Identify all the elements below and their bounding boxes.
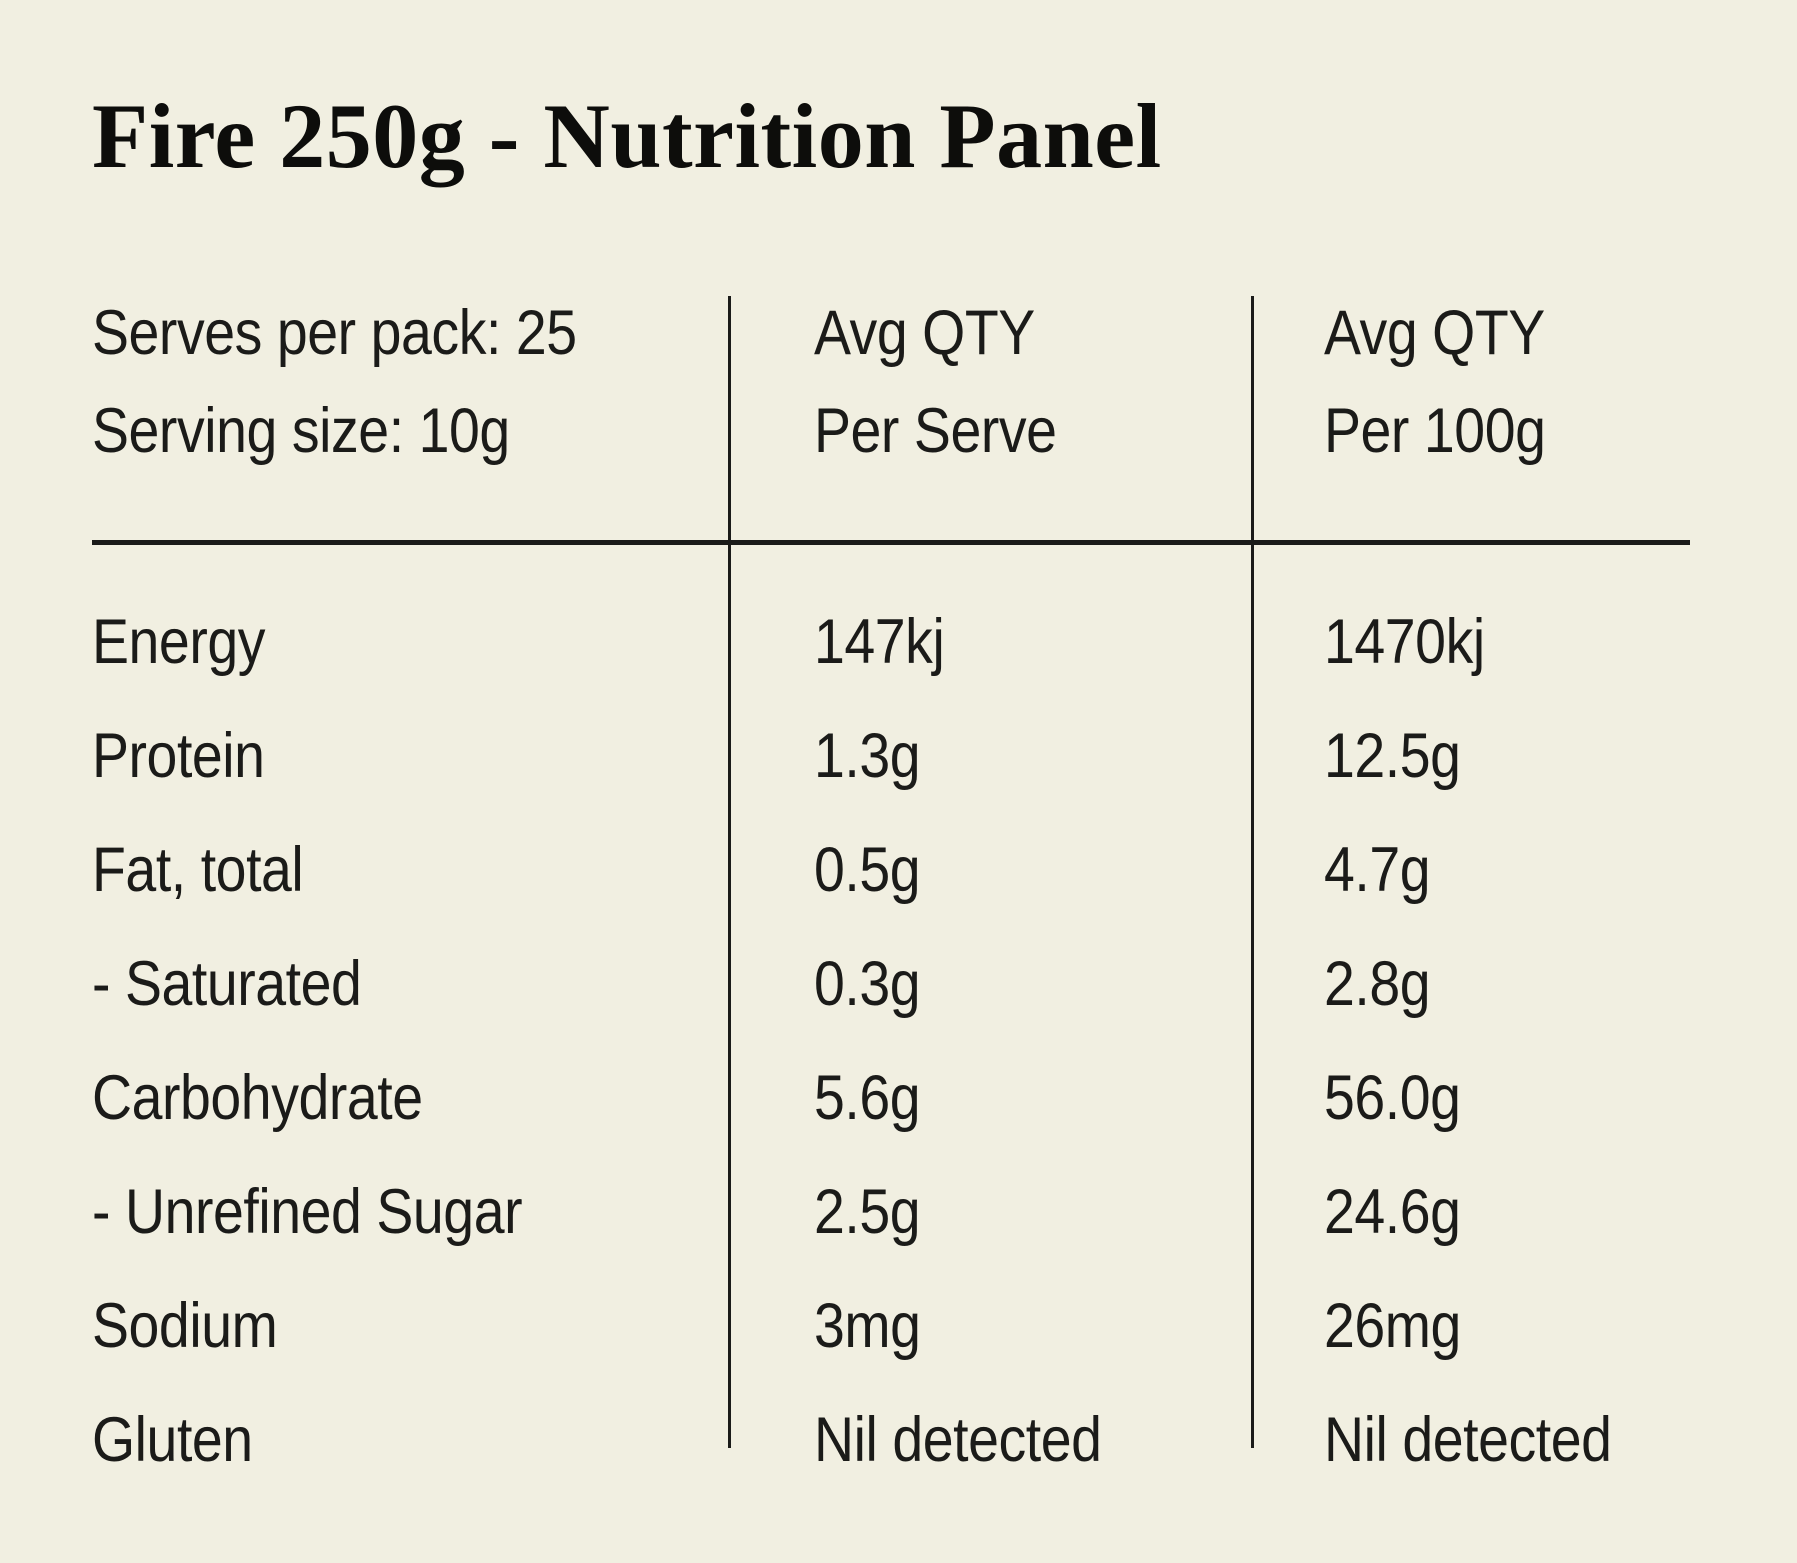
row-per-100g-value: 4.7g xyxy=(1324,835,1431,905)
row-per-100g-value: 26mg xyxy=(1324,1291,1461,1361)
row-label: Gluten xyxy=(92,1405,253,1475)
table-row-saturated: - Saturated 0.3g 2.8g xyxy=(0,952,1797,1016)
row-per-100g-value: 1470kj xyxy=(1324,607,1485,677)
table-row-unrefined-sugar: - Unrefined Sugar 2.5g 24.6g xyxy=(0,1180,1797,1244)
row-label: - Saturated xyxy=(92,949,362,1019)
row-per-100g-value: 12.5g xyxy=(1324,721,1461,791)
row-per-serve-value: 0.3g xyxy=(814,949,921,1019)
per-100g-header-unit: Per 100g xyxy=(1324,396,1546,466)
row-per-serve-value: 1.3g xyxy=(814,721,921,791)
row-per-serve-value: Nil detected xyxy=(814,1405,1102,1475)
header-separator-rule xyxy=(92,540,1690,545)
table-header-line-1: Serves per pack: 25 Avg QTY Avg QTY xyxy=(0,301,1797,365)
serves-per-pack-label: Serves per pack: 25 xyxy=(92,298,577,368)
row-per-100g-value: 24.6g xyxy=(1324,1177,1461,1247)
row-per-serve-value: 147kj xyxy=(814,607,945,677)
row-label: Carbohydrate xyxy=(92,1063,423,1133)
row-label: Energy xyxy=(92,607,266,677)
row-per-100g-value: Nil detected xyxy=(1324,1405,1612,1475)
per-100g-header-avg-qty: Avg QTY xyxy=(1324,298,1545,368)
per-serve-header-unit: Per Serve xyxy=(814,396,1057,466)
row-per-serve-value: 2.5g xyxy=(814,1177,921,1247)
table-row-energy: Energy 147kj 1470kj xyxy=(0,610,1797,674)
table-row-sodium: Sodium 3mg 26mg xyxy=(0,1294,1797,1358)
page-title: Fire 250g - Nutrition Panel xyxy=(92,85,1162,187)
row-per-serve-value: 0.5g xyxy=(814,835,921,905)
row-label: Fat, total xyxy=(92,835,304,905)
table-row-gluten: Gluten Nil detected Nil detected xyxy=(0,1408,1797,1472)
table-header-line-2: Serving size: 10g Per Serve Per 100g xyxy=(0,399,1797,463)
column-divider-per-serve xyxy=(728,296,731,1448)
row-per-100g-value: 2.8g xyxy=(1324,949,1431,1019)
table-row-protein: Protein 1.3g 12.5g xyxy=(0,724,1797,788)
table-row-carbohydrate: Carbohydrate 5.6g 56.0g xyxy=(0,1066,1797,1130)
per-serve-header-avg-qty: Avg QTY xyxy=(814,298,1035,368)
row-label: Sodium xyxy=(92,1291,278,1361)
row-per-100g-value: 56.0g xyxy=(1324,1063,1461,1133)
table-row-fat-total: Fat, total 0.5g 4.7g xyxy=(0,838,1797,902)
row-label: - Unrefined Sugar xyxy=(92,1177,523,1247)
row-per-serve-value: 3mg xyxy=(814,1291,921,1361)
serving-size-label: Serving size: 10g xyxy=(92,396,510,466)
column-divider-per-100g xyxy=(1251,296,1254,1448)
row-label: Protein xyxy=(92,721,265,791)
row-per-serve-value: 5.6g xyxy=(814,1063,921,1133)
